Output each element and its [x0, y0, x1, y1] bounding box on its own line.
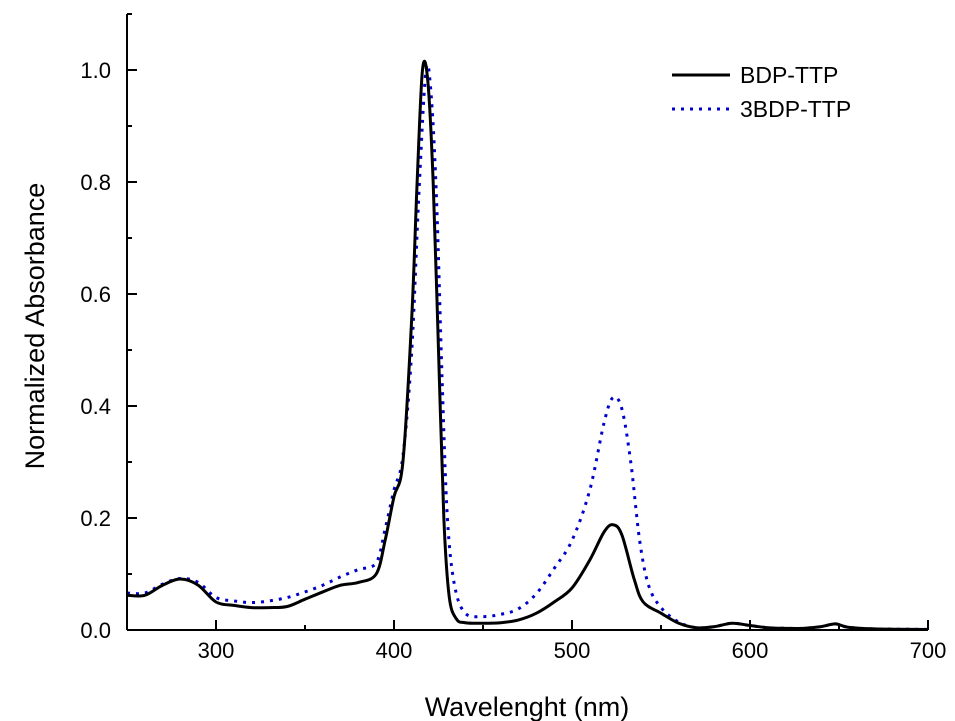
y-tick-label: 0.2 — [80, 506, 111, 531]
legend-label-3bdp-ttp: 3BDP-TTP — [740, 96, 851, 122]
y-tick-label: 0.4 — [80, 394, 111, 419]
x-tick-label: 400 — [376, 638, 413, 663]
y-tick-label: 1.0 — [80, 58, 111, 83]
y-tick-label: 0.6 — [80, 282, 111, 307]
legend-label-bdp-ttp: BDP-TTP — [740, 62, 838, 88]
x-tick-label: 600 — [732, 638, 769, 663]
y-tick-label: 0.8 — [80, 170, 111, 195]
x-tick-label: 300 — [198, 638, 235, 663]
legend: BDP-TTP 3BDP-TTP — [672, 62, 851, 122]
series-layer — [127, 59, 928, 630]
axes — [126, 14, 928, 631]
ticks: 300 400 500 600 700 0.0 0.2 0.4 0.6 0.8 1.0 — [80, 13, 947, 663]
y-axis-title: Normalized Absorbance — [20, 183, 50, 470]
series-line-bdp-ttp — [127, 59, 928, 630]
x-tick-label: 700 — [910, 638, 947, 663]
y-tick-label: 0.0 — [80, 618, 111, 643]
series-line-3bdp-ttp — [127, 63, 928, 630]
x-tick-label: 500 — [554, 638, 591, 663]
x-axis-title: Wavelenght (nm) — [425, 692, 630, 721]
